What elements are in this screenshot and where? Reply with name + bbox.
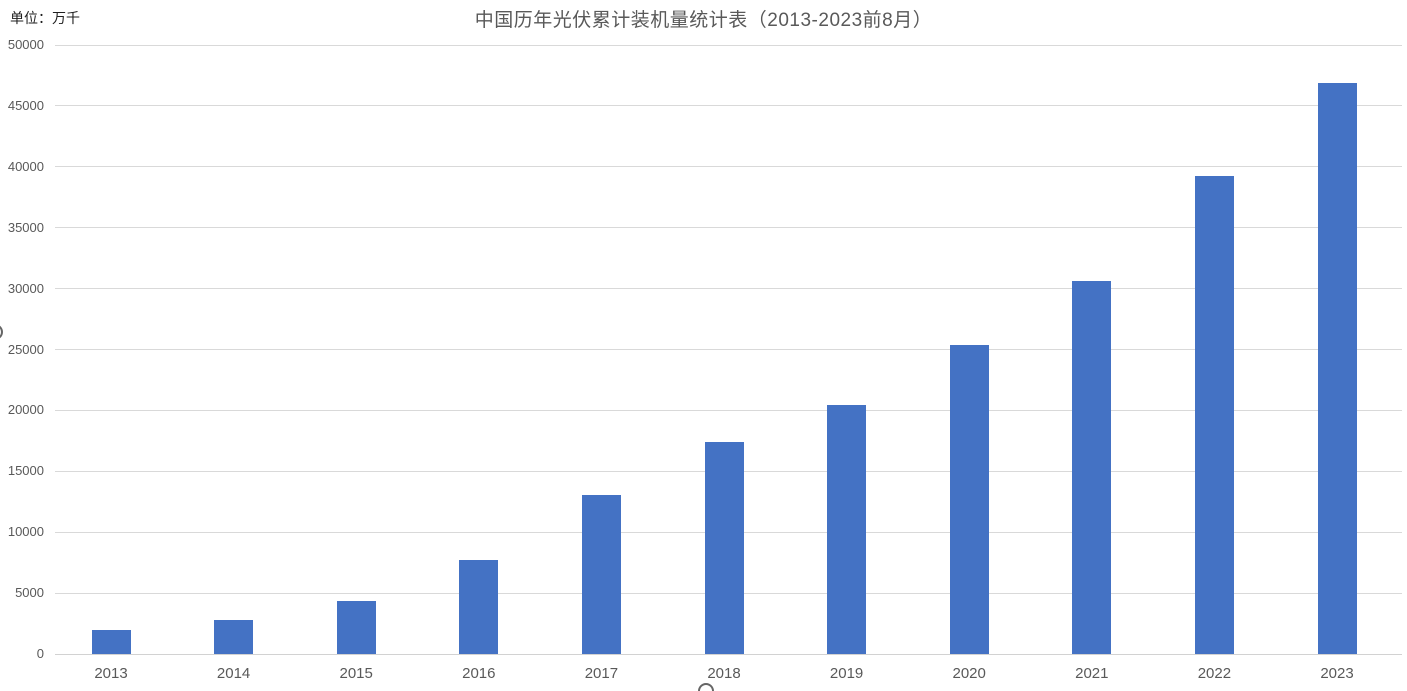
bar-2021 xyxy=(1072,281,1112,654)
x-tick-label-2022: 2022 xyxy=(1197,665,1232,682)
gridline-50000 xyxy=(55,44,1402,46)
bar-2023 xyxy=(1317,82,1357,654)
x-tick-label-2014: 2014 xyxy=(216,665,251,682)
x-tick-label-2019: 2019 xyxy=(829,665,864,682)
unit-label: 单位：万千 xyxy=(10,10,80,26)
y-tick-label-5000: 5000 xyxy=(15,585,44,601)
y-tick-label-40000: 40000 xyxy=(7,158,44,174)
gridline-20000 xyxy=(55,409,1402,411)
bar-2018 xyxy=(704,441,744,654)
bar-2019 xyxy=(827,405,867,654)
x-tick-label-2017: 2017 xyxy=(584,665,619,682)
bar-2014 xyxy=(214,619,254,654)
y-tick-label-20000: 20000 xyxy=(7,402,44,418)
gridline-45000 xyxy=(55,105,1402,107)
bar-2020 xyxy=(949,345,989,654)
x-tick-label-2020: 2020 xyxy=(952,665,986,682)
bar-2013 xyxy=(91,630,131,654)
gridline-35000 xyxy=(55,227,1402,229)
bar-2017 xyxy=(581,495,621,654)
y-tick-label-50000: 50000 xyxy=(7,37,44,52)
y-tick-label-45000: 45000 xyxy=(7,97,44,113)
bar-2022 xyxy=(1194,175,1234,654)
y-tick-label-10000: 10000 xyxy=(7,524,44,540)
gridline-25000 xyxy=(55,349,1402,350)
y-tick-label-25000: 25000 xyxy=(7,341,44,357)
y-tick-label-35000: 35000 xyxy=(7,219,44,235)
x-axis-line xyxy=(55,653,1402,655)
x-tick-label-2016: 2016 xyxy=(462,665,496,682)
y-tick-label-30000: 30000 xyxy=(7,280,44,296)
bar-2016 xyxy=(459,559,499,654)
clipped-circle-glyph-left xyxy=(0,324,3,340)
x-tick-label-2015: 2015 xyxy=(339,665,373,682)
bar-2015 xyxy=(336,601,376,654)
y-tick-label-0: 0 xyxy=(36,646,44,661)
x-tick-label-2021: 2021 xyxy=(1075,665,1109,682)
clipped-circle-glyph-bottom xyxy=(698,683,714,691)
y-tick-label-15000: 15000 xyxy=(7,463,44,479)
x-tick-label-2018: 2018 xyxy=(707,665,741,682)
chart-title: 中国历年光伏累计装机量统计表（2013-2023前8月） xyxy=(474,10,933,31)
gridline-40000 xyxy=(55,166,1402,168)
x-tick-label-2013: 2013 xyxy=(94,665,128,682)
gridline-30000 xyxy=(55,288,1402,290)
x-tick-label-2023: 2023 xyxy=(1320,665,1354,682)
